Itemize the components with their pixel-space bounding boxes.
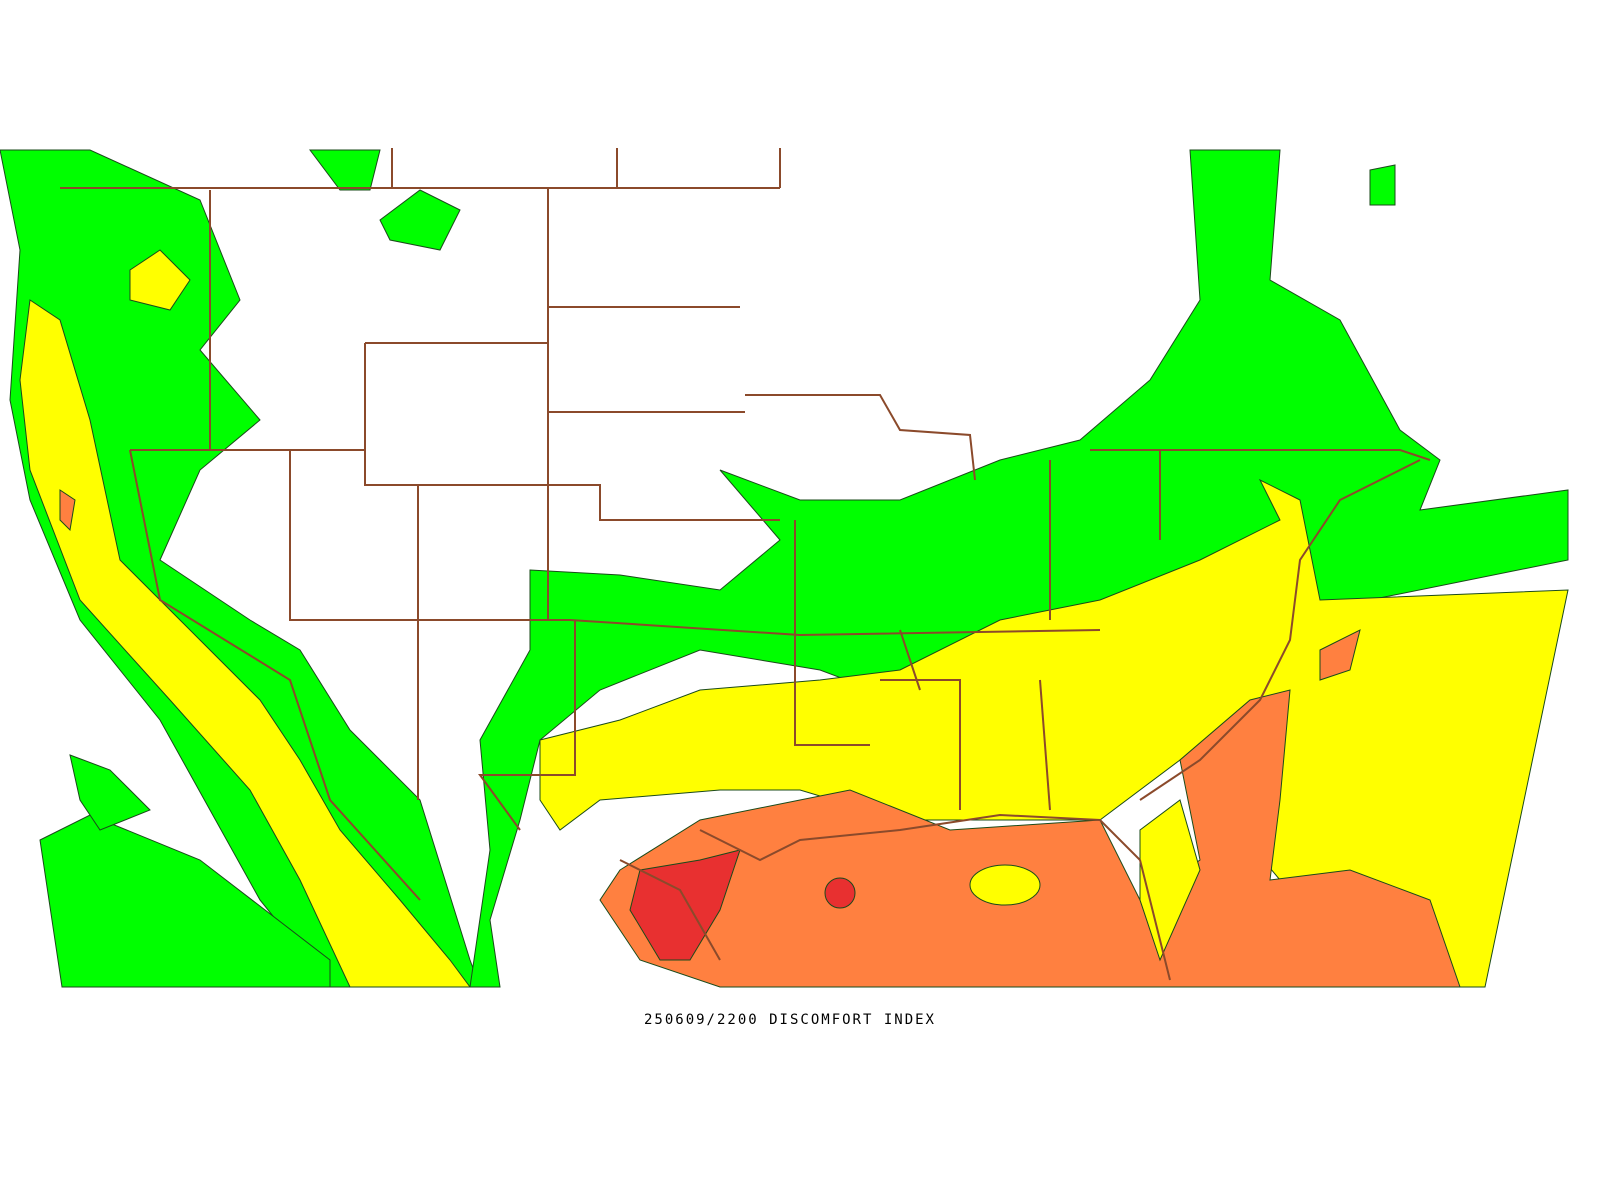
yellow-zone — [19, 249, 1569, 988]
orange-zone — [59, 489, 1461, 988]
map-caption: 250609/2200 DISCOMFORT INDEX — [644, 1012, 936, 1028]
red-zone — [629, 849, 856, 961]
borders — [60, 148, 1431, 981]
green-zone — [0, 149, 1569, 988]
